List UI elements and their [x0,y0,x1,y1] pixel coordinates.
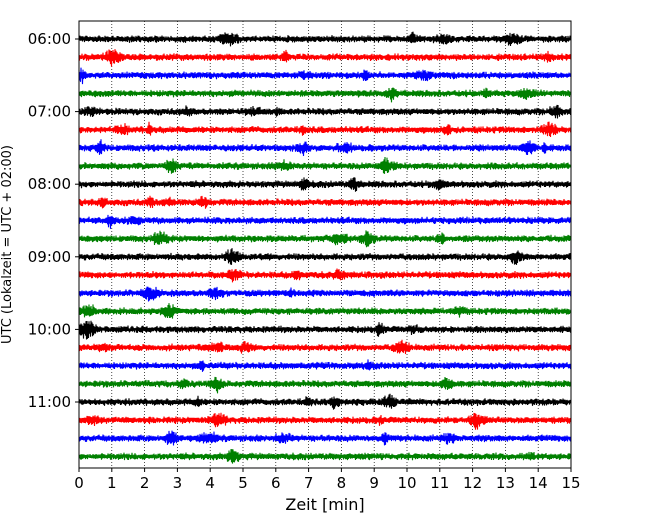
trace-0900 [78,248,572,265]
trace-1130 [78,430,572,446]
trace-1045 [78,376,572,394]
y-tick-label-0800: 08:00 [28,175,71,193]
x-tick-label-1: 1 [107,474,117,492]
trace-0730 [78,139,572,157]
plot-frame [78,20,572,469]
x-tick-label-9: 9 [369,474,379,492]
x-tick-label-14: 14 [529,474,548,492]
trace-0600 [78,31,572,47]
x-tick-label-4: 4 [205,474,215,492]
y-tick-label-0700: 07:00 [28,103,71,121]
y-axis-ticks: 06:00 07:00 08:00 09:00 10:00 11:00 [28,30,79,411]
x-axis-ticks: 0 1 2 3 4 5 6 7 8 9 10 11 12 13 14 15 [74,468,581,492]
trace-0845 [78,230,572,248]
trace-0700 [78,104,572,119]
trace-0945 [78,303,572,319]
trace-1100 [78,393,572,410]
vertical-gridlines [111,21,539,468]
trace-1000 [78,320,572,340]
trace-1145 [78,449,572,464]
x-tick-label-11: 11 [430,474,449,492]
trace-1030 [78,359,572,372]
x-tick-label-7: 7 [304,474,314,492]
x-tick-label-13: 13 [496,474,515,492]
trace-0745 [78,156,572,174]
trace-0915 [78,268,572,283]
trace-0830 [78,214,572,229]
trace-0815 [78,195,572,209]
x-tick-label-15: 15 [561,474,580,492]
x-tick-label-12: 12 [463,474,482,492]
y-tick-label-0900: 09:00 [28,248,71,266]
trace-1015 [78,339,572,355]
x-tick-label-10: 10 [397,474,416,492]
x-tick-label-6: 6 [271,474,281,492]
y-tick-label-1000: 10:00 [28,320,71,338]
x-axis-label: Zeit [min] [285,495,364,514]
x-tick-label-0: 0 [74,474,84,492]
y-axis-label: UTC (Lokalzeit = UTC + 02:00) [0,145,15,344]
trace-0930 [78,286,572,302]
seismogram-traces [78,31,572,464]
y-tick-label-1100: 11:00 [28,393,71,411]
x-tick-label-2: 2 [140,474,150,492]
x-tick-label-5: 5 [238,474,248,492]
trace-1115 [78,412,572,430]
y-tick-label-0600: 06:00 [28,30,71,48]
x-tick-label-8: 8 [337,474,347,492]
x-tick-label-3: 3 [173,474,183,492]
trace-0645 [78,87,572,103]
trace-0800 [78,177,572,192]
trace-0615 [78,49,572,67]
trace-0715 [78,121,572,137]
trace-0630 [78,67,572,85]
